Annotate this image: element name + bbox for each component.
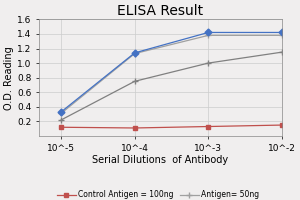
Control Antigen = 100ng: [59, 126, 63, 128]
Line: Antigen= 100ng: Antigen= 100ng: [59, 30, 284, 114]
Antigen= 100ng: [280, 31, 284, 34]
Control Antigen = 100ng: [280, 124, 284, 126]
Line: Antigen= 10ng: Antigen= 10ng: [58, 49, 285, 123]
Title: ELISA Result: ELISA Result: [117, 4, 203, 18]
Control Antigen = 100ng: [206, 125, 210, 128]
Antigen= 10ng: [280, 51, 284, 53]
Antigen= 100ng: [133, 52, 136, 54]
Antigen= 50ng: [206, 34, 210, 37]
X-axis label: Serial Dilutions  of Antibody: Serial Dilutions of Antibody: [92, 155, 229, 165]
Antigen= 10ng: [133, 80, 136, 83]
Line: Antigen= 50ng: Antigen= 50ng: [58, 32, 285, 117]
Antigen= 50ng: [133, 52, 136, 55]
Antigen= 10ng: [206, 62, 210, 64]
Antigen= 50ng: [59, 112, 63, 115]
Antigen= 100ng: [59, 111, 63, 113]
Antigen= 50ng: [280, 34, 284, 37]
Control Antigen = 100ng: [133, 127, 136, 129]
Line: Control Antigen = 100ng: Control Antigen = 100ng: [59, 123, 284, 130]
Antigen= 10ng: [59, 119, 63, 121]
Y-axis label: O.D. Reading: O.D. Reading: [4, 46, 14, 110]
Legend: Control Antigen = 100ng, Antigen= 10ng, Antigen= 50ng, Antigen= 100ng: Control Antigen = 100ng, Antigen= 10ng, …: [55, 189, 266, 200]
Antigen= 100ng: [206, 31, 210, 34]
